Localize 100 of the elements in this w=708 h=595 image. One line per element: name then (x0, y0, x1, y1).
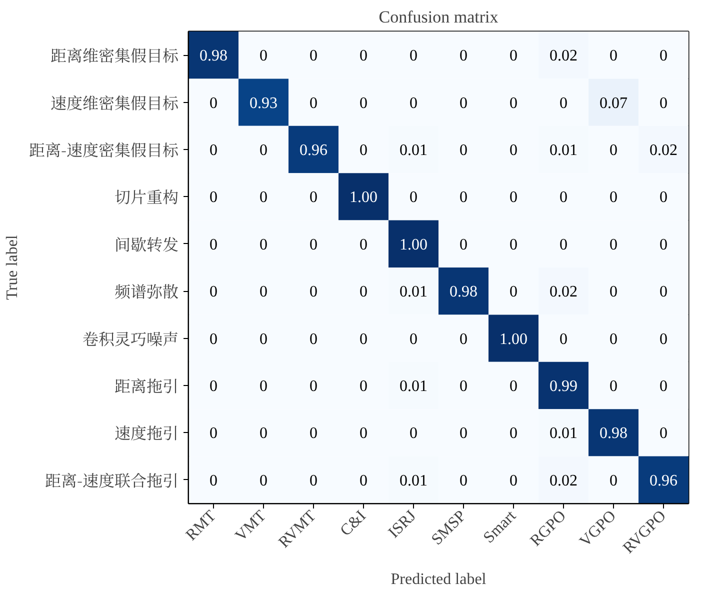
data-label: 0 (610, 330, 618, 348)
data-label: 0 (610, 284, 618, 301)
data-label: 0.93 (250, 94, 278, 112)
data-label: 0 (210, 472, 218, 490)
data-label: 0 (260, 425, 268, 442)
data-label: 0 (260, 284, 268, 301)
data-label: 0 (260, 142, 268, 159)
data-label: 1.00 (400, 236, 428, 254)
data-label: 0 (360, 284, 368, 301)
data-label: 0 (560, 236, 568, 254)
data-label: 0 (410, 425, 418, 442)
y-tick-label: 距离拖引 (114, 374, 179, 397)
data-label: 0.01 (550, 142, 578, 159)
y-tick-label: 频谱弥散 (114, 280, 179, 303)
data-label: 0 (660, 94, 668, 112)
data-label: 0 (260, 330, 268, 348)
data-label: 0.07 (600, 94, 628, 112)
data-label: 0.02 (550, 48, 578, 65)
y-tick-label: 切片重构 (114, 185, 179, 208)
data-label: 0 (460, 48, 468, 65)
data-label: 0 (660, 236, 668, 254)
data-label: 0 (410, 189, 418, 206)
data-label: 0 (210, 284, 218, 301)
data-label: 0 (510, 94, 518, 112)
x-tick-label: C&I (337, 507, 370, 540)
data-label: 0 (460, 189, 468, 206)
data-label: 0.98 (450, 284, 478, 301)
data-label: 0 (360, 425, 368, 442)
data-label: 0 (210, 425, 218, 442)
data-label: 0 (260, 236, 268, 254)
data-label: 0 (360, 378, 368, 395)
data-label: 0 (610, 378, 618, 395)
data-label: 0 (260, 48, 268, 65)
y-axis-title: True label (4, 234, 21, 300)
data-label: 0.01 (400, 472, 428, 490)
y-tick-label: 速度拖引 (114, 421, 179, 444)
data-label: 0 (610, 142, 618, 159)
data-label: 0.99 (550, 378, 578, 395)
data-label: 0.02 (550, 284, 578, 301)
data-label: 0 (560, 330, 568, 348)
data-label: 0 (310, 236, 318, 254)
y-tick-label: 距离-速度联合拖引 (44, 468, 179, 492)
data-label: 0 (660, 378, 668, 395)
data-label: 0 (310, 48, 318, 65)
y-tick-label: 距离-速度密集假目标 (28, 138, 180, 161)
data-label: 0 (510, 142, 518, 159)
data-label: 0 (210, 330, 218, 348)
y-tick-label: 卷积灵巧噪声 (82, 326, 179, 350)
data-label: 1.00 (500, 330, 528, 348)
y-tick-label: 速度维密集假目标 (50, 90, 180, 114)
data-label: 0 (310, 189, 318, 206)
data-label: 0 (510, 236, 518, 254)
data-label: 0 (260, 472, 268, 490)
data-label: 0 (360, 236, 368, 254)
data-label: 0 (510, 284, 518, 301)
data-label: 0 (310, 284, 318, 301)
data-label: 0 (660, 189, 668, 206)
data-label: 0 (410, 48, 418, 65)
data-label: 0 (360, 330, 368, 348)
data-label: 0 (210, 378, 218, 395)
y-tick-label: 距离维密集假目标 (50, 44, 180, 67)
x-axis-title: Predicted label (390, 570, 487, 588)
data-label: 0 (610, 236, 618, 254)
data-label: 0.02 (650, 142, 678, 159)
data-label: 0 (360, 48, 368, 65)
data-label: 0.02 (550, 472, 578, 490)
data-label: 0 (460, 378, 468, 395)
data-label: 0 (460, 94, 468, 112)
y-tick-label: 间歇转发 (114, 232, 179, 256)
data-label: 0.96 (300, 142, 328, 159)
data-label: 0 (510, 472, 518, 490)
data-label: 0 (460, 330, 468, 348)
data-label: 0 (310, 330, 318, 348)
data-label: 0 (360, 472, 368, 490)
data-label: 0 (460, 472, 468, 490)
data-label: 0 (660, 48, 668, 65)
data-label: 0 (210, 142, 218, 159)
data-label: 0 (560, 189, 568, 206)
data-label: 0 (210, 189, 218, 206)
data-label: 0 (210, 236, 218, 254)
data-label: 0 (460, 425, 468, 442)
data-label: 1.00 (350, 189, 378, 206)
data-label: 0 (310, 94, 318, 112)
data-label: 0.01 (400, 142, 428, 159)
data-label: 0.96 (650, 472, 678, 490)
data-label: 0 (510, 48, 518, 65)
data-label: 0 (510, 378, 518, 395)
data-label: 0 (310, 378, 318, 395)
data-label: 0 (510, 189, 518, 206)
data-label: 0 (660, 330, 668, 348)
data-label: 0 (310, 425, 318, 442)
data-label: 0.98 (200, 48, 228, 65)
data-label: 0 (460, 236, 468, 254)
data-label: 0 (310, 472, 318, 490)
data-label: 0.01 (550, 425, 578, 442)
data-label: 0 (360, 142, 368, 159)
data-label: 0 (260, 378, 268, 395)
data-label: 0 (410, 330, 418, 348)
data-label: 0 (660, 425, 668, 442)
data-label: 0 (610, 48, 618, 65)
